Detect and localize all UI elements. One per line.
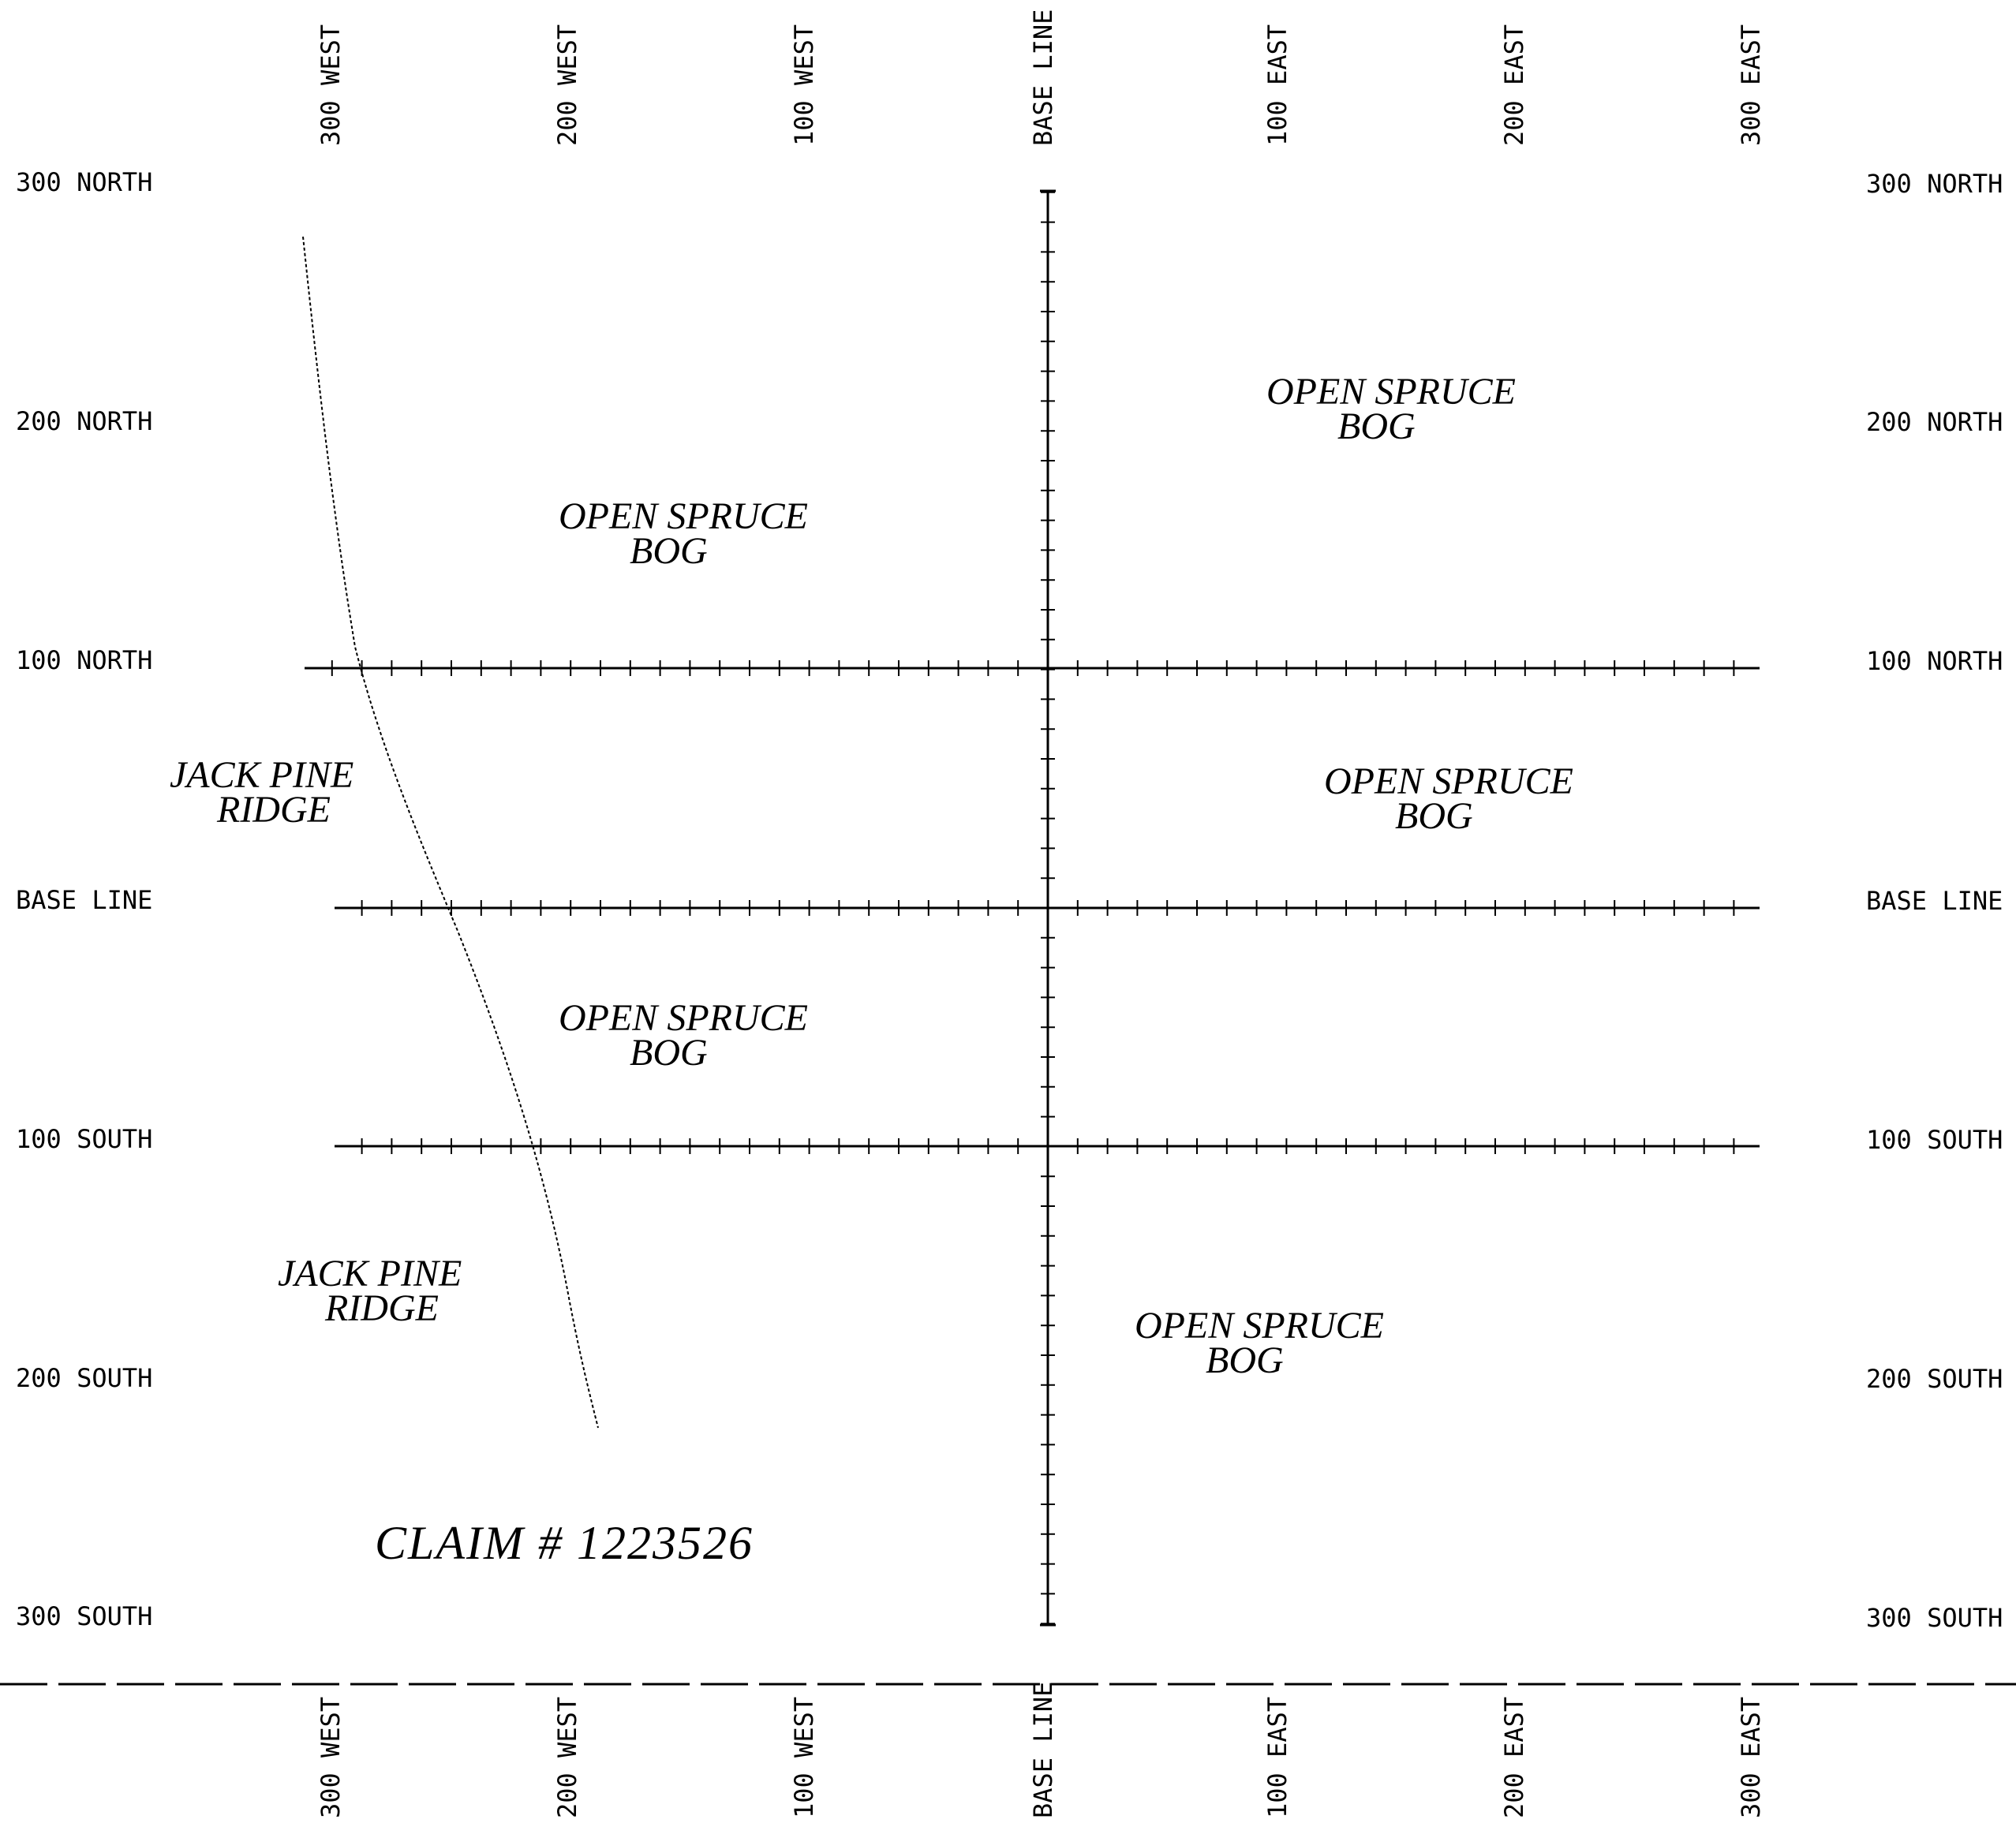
area-label-2-line2: BOG <box>630 530 708 572</box>
col-label-100-east-bottom: 100 EAST <box>1262 1697 1292 1818</box>
col-label-base-line-bottom: BASE LINE <box>1028 1682 1058 1818</box>
area-label-3: JACK PINE <box>170 754 353 796</box>
area-label-1-line2: BOG <box>1337 405 1416 447</box>
row-label-200-north-right: 200 NORTH <box>1866 407 2003 437</box>
row-label-100-south-left: 100 SOUTH <box>16 1124 152 1154</box>
right-row-labels: 300 NORTH 200 NORTH 100 NORTH BASE LINE … <box>1866 169 2003 1633</box>
area-label-6: JACK PINE <box>278 1253 462 1294</box>
col-label-300-east-bottom: 300 EAST <box>1736 1697 1766 1818</box>
station-ticks <box>331 191 1735 1625</box>
row-label-base-line-left: BASE LINE <box>16 885 152 915</box>
col-label-300-east-top: 300 EAST <box>1736 24 1766 146</box>
row-label-200-north-left: 200 NORTH <box>16 406 152 436</box>
area-label-4: OPEN SPRUCE <box>1324 760 1573 802</box>
area-label-7-line2: BOG <box>1206 1339 1284 1381</box>
survey-grid <box>305 189 1760 1627</box>
area-label-2: OPEN SPRUCE <box>559 495 808 537</box>
row-label-300-south-right: 300 SOUTH <box>1866 1603 2003 1633</box>
area-labels: OPEN SPRUCE BOG OPEN SPRUCE BOG JACK PIN… <box>170 371 1573 1381</box>
area-label-6-line2: RIDGE <box>324 1287 439 1329</box>
col-label-100-east-top: 100 EAST <box>1262 24 1292 146</box>
area-label-4-line2: BOG <box>1395 795 1473 837</box>
col-label-base-line-top: BASE LINE <box>1028 9 1058 146</box>
row-label-300-north-right: 300 NORTH <box>1866 169 2003 199</box>
col-label-200-west-bottom: 200 WEST <box>552 1697 582 1818</box>
claim-number: CLAIM # 1223526 <box>375 1517 754 1569</box>
row-label-100-north-right: 100 NORTH <box>1866 646 2003 676</box>
col-label-200-east-bottom: 200 EAST <box>1499 1697 1529 1818</box>
row-label-200-south-left: 200 SOUTH <box>16 1363 152 1393</box>
row-label-300-south-left: 300 SOUTH <box>16 1601 152 1631</box>
col-label-100-west-top: 100 WEST <box>789 24 819 146</box>
top-column-labels: 300 WEST 200 WEST 100 WEST BASE LINE 100… <box>316 9 1766 146</box>
col-label-100-west-bottom: 100 WEST <box>789 1697 819 1818</box>
area-label-1: OPEN SPRUCE <box>1266 371 1516 413</box>
row-label-100-south-right: 100 SOUTH <box>1866 1125 2003 1155</box>
col-label-200-west-top: 200 WEST <box>552 24 582 146</box>
col-label-300-west-top: 300 WEST <box>316 24 346 146</box>
row-label-200-south-right: 200 SOUTH <box>1866 1364 2003 1394</box>
row-label-300-north-left: 300 NORTH <box>16 167 152 197</box>
row-label-base-line-right: BASE LINE <box>1866 886 2003 916</box>
area-label-3-line2: RIDGE <box>216 789 331 831</box>
left-row-labels: 300 NORTH 200 NORTH 100 NORTH BASE LINE … <box>16 167 152 1631</box>
contact-line <box>302 236 599 1429</box>
col-label-200-east-top: 200 EAST <box>1499 24 1529 146</box>
row-label-100-north-left: 100 NORTH <box>16 645 152 675</box>
area-label-7: OPEN SPRUCE <box>1135 1305 1384 1347</box>
bottom-column-labels: 300 WEST 200 WEST 100 WEST BASE LINE 100… <box>316 1682 1766 1818</box>
area-label-5-line2: BOG <box>630 1032 708 1074</box>
area-label-5: OPEN SPRUCE <box>559 997 808 1039</box>
col-label-300-west-bottom: 300 WEST <box>316 1697 346 1818</box>
